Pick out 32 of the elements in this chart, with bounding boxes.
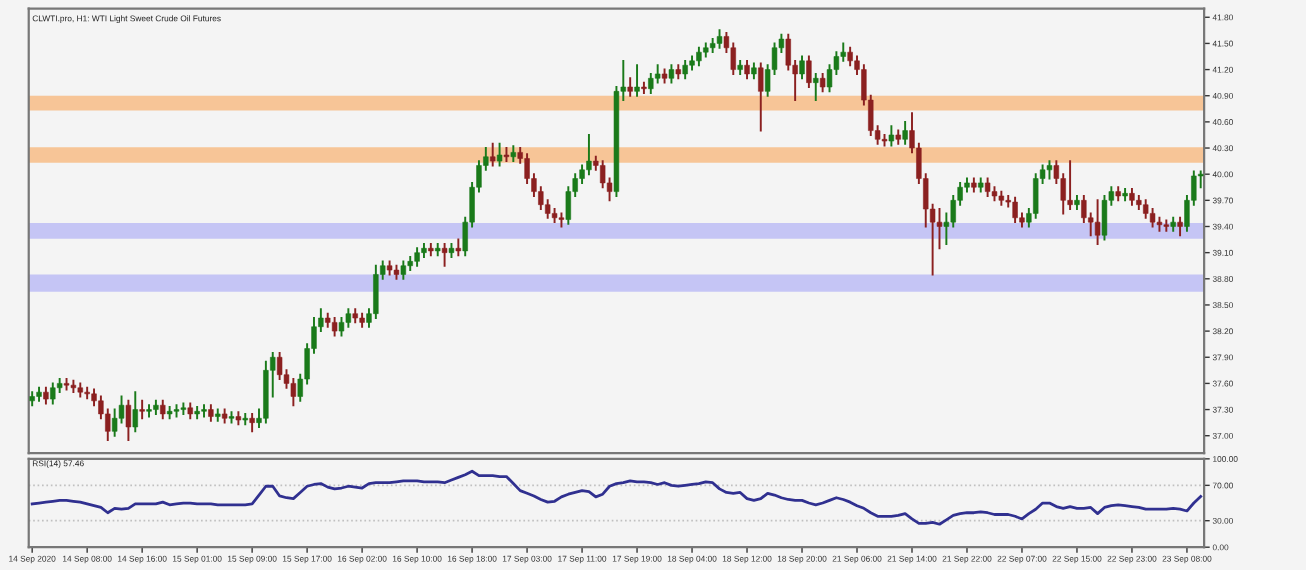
candlestick bbox=[648, 72, 654, 95]
candlestick bbox=[806, 55, 812, 88]
candlestick bbox=[758, 62, 764, 132]
candlestick bbox=[634, 64, 640, 97]
candlestick bbox=[242, 412, 248, 426]
candlestick bbox=[276, 351, 283, 381]
candlestick bbox=[586, 133, 592, 176]
candlestick bbox=[641, 81, 647, 95]
candlestick bbox=[263, 360, 269, 424]
candlestick bbox=[799, 55, 805, 80]
candlestick bbox=[50, 382, 56, 405]
candlestick bbox=[63, 378, 70, 391]
candlestick bbox=[490, 142, 496, 167]
candlestick bbox=[558, 212, 565, 228]
candlestick bbox=[1012, 196, 1018, 224]
candlestick bbox=[132, 391, 138, 433]
candlestick bbox=[441, 242, 448, 267]
candlestick bbox=[1163, 219, 1170, 232]
candlestick bbox=[503, 147, 510, 163]
candlestick bbox=[139, 399, 145, 420]
candlestick bbox=[813, 72, 819, 102]
candlestick bbox=[180, 402, 187, 415]
line-series bbox=[30, 469, 1203, 526]
candlestick bbox=[1067, 160, 1073, 211]
candlestick bbox=[125, 399, 132, 442]
candlestick bbox=[146, 404, 152, 418]
candlestick bbox=[70, 379, 77, 394]
candlestick bbox=[496, 142, 503, 167]
candlestick bbox=[902, 120, 908, 145]
candlestick bbox=[888, 125, 895, 147]
candlestick bbox=[201, 404, 207, 418]
candlestick bbox=[1094, 199, 1101, 245]
